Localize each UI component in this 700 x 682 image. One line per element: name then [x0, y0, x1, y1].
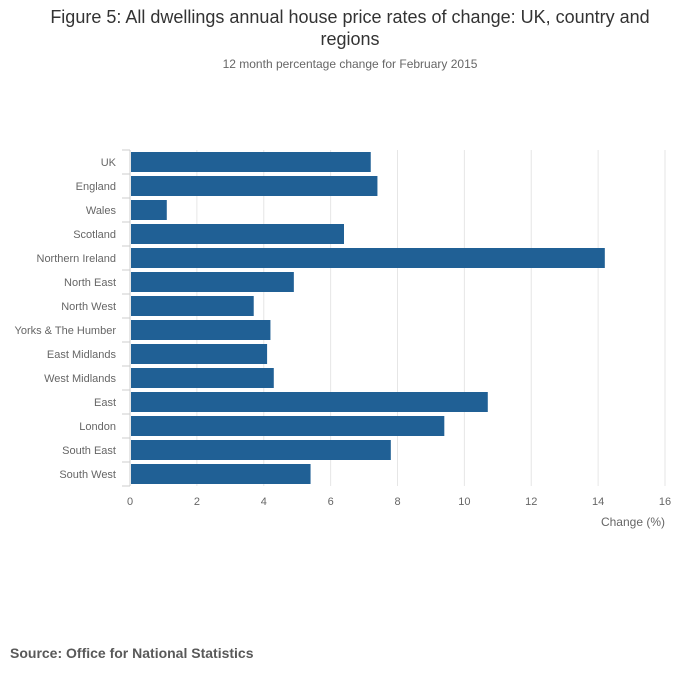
category-label: North West — [61, 301, 116, 313]
bars — [131, 152, 605, 484]
category-label: South East — [62, 445, 116, 457]
category-label: Scotland — [73, 229, 116, 241]
bar-south-east — [131, 440, 391, 460]
bar-northern-ireland — [131, 248, 605, 268]
x-tick-label: 2 — [194, 496, 200, 508]
x-tick-label: 14 — [592, 496, 604, 508]
bar-south-west — [131, 464, 311, 484]
category-label: Northern Ireland — [37, 253, 117, 265]
chart-subtitle: 12 month percentage change for February … — [222, 57, 478, 71]
x-tick-label: 0 — [127, 496, 133, 508]
bar-north-west — [131, 296, 254, 316]
category-label: Wales — [86, 205, 117, 217]
x-axis-ticks: 0 2 4 6 8 10 12 14 16 — [127, 496, 671, 508]
category-label: Yorks & The Humber — [15, 325, 117, 337]
category-label: East — [94, 397, 116, 409]
category-label: East Midlands — [47, 349, 117, 361]
bar-england — [131, 176, 378, 196]
category-labels: UK England Wales Scotland Northern Ireland No… — [15, 157, 117, 481]
bar-london — [131, 416, 445, 436]
bar-east-midlands — [131, 344, 268, 364]
source-note: Source: Office for National Statistics — [10, 645, 254, 661]
category-label: England — [76, 181, 116, 193]
bar-scotland — [131, 224, 344, 244]
x-tick-label: 6 — [328, 496, 334, 508]
x-tick-label: 16 — [659, 496, 671, 508]
bar-uk — [131, 152, 371, 172]
category-label: UK — [101, 157, 117, 169]
x-tick-label: 8 — [394, 496, 400, 508]
category-label: West Midlands — [44, 373, 116, 385]
x-tick-label: 4 — [261, 496, 267, 508]
x-axis-title: Change (%) — [601, 515, 665, 529]
bar-west-midlands — [131, 368, 274, 388]
x-tick-label: 10 — [458, 496, 470, 508]
bar-east — [131, 392, 488, 412]
x-tick-label: 12 — [525, 496, 537, 508]
chart-title: Figure 5: All dwellings annual house pri… — [50, 7, 650, 49]
bar-yorks-the-humber — [131, 320, 271, 340]
gridlines — [122, 149, 666, 487]
category-label: London — [79, 421, 116, 433]
category-label: North East — [64, 277, 116, 289]
bar-north-east — [131, 272, 294, 292]
bar-wales — [131, 200, 167, 220]
category-label: South West — [59, 469, 116, 481]
